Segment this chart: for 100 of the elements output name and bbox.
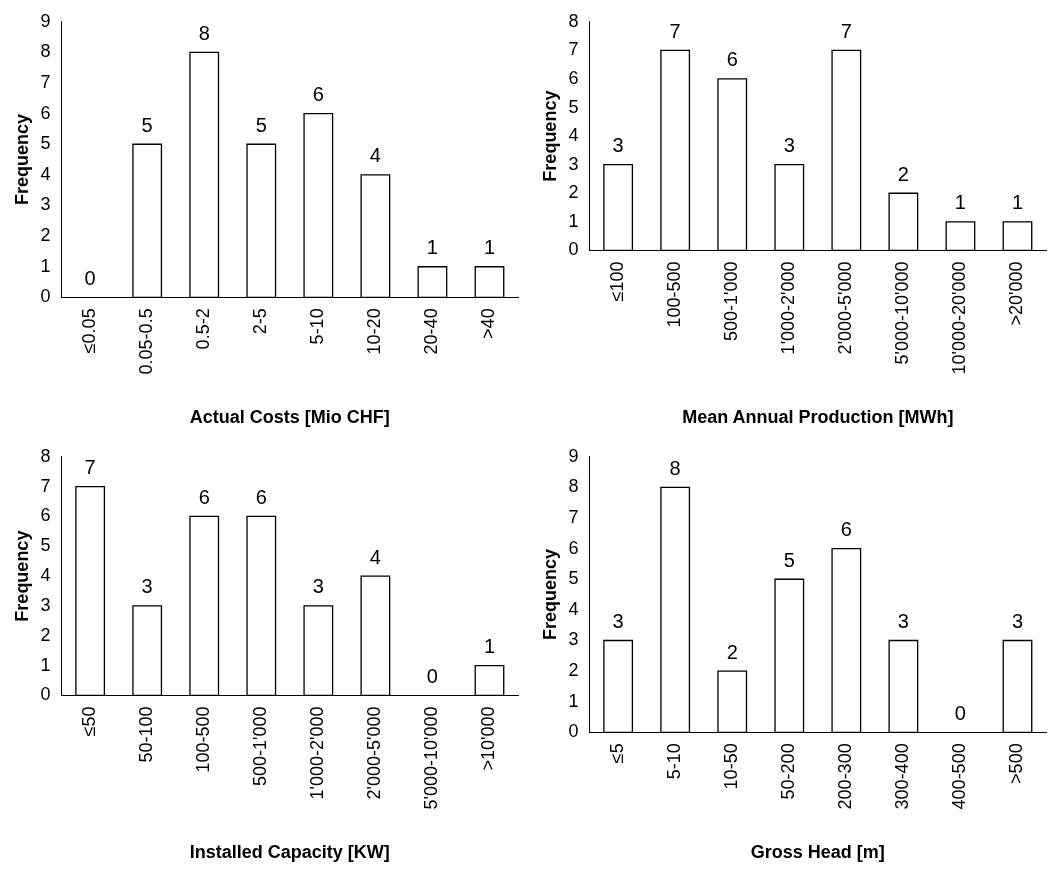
data-label: 5 bbox=[255, 113, 267, 136]
x-tick-label: 400-500 bbox=[949, 743, 970, 810]
y-tick-label: 8 bbox=[568, 10, 579, 31]
x-axis-title: Mean Annual Production [MWh] bbox=[682, 407, 954, 428]
y-tick-label: 8 bbox=[40, 445, 51, 466]
y-tick-label: 7 bbox=[40, 475, 51, 496]
y-tick-label: 1 bbox=[40, 654, 51, 675]
y-tick-label: 2 bbox=[568, 660, 579, 681]
y-tick-label: 1 bbox=[40, 255, 51, 276]
x-axis-title: Actual Costs [Mio CHF] bbox=[189, 407, 390, 428]
data-label: 6 bbox=[312, 83, 324, 106]
data-label: 6 bbox=[198, 485, 210, 508]
x-tick-label: 2'000-5'000 bbox=[835, 261, 856, 355]
x-axis-title: Installed Capacity [KW] bbox=[189, 842, 390, 863]
data-label: 0 bbox=[84, 266, 96, 289]
y-tick-label: 6 bbox=[568, 67, 579, 88]
x-tick-label: 10-50 bbox=[721, 743, 742, 790]
data-label: 3 bbox=[897, 610, 909, 633]
data-label: 7 bbox=[840, 19, 852, 42]
data-label: 8 bbox=[198, 21, 210, 44]
y-tick-label: 4 bbox=[568, 598, 579, 619]
data-label: 3 bbox=[783, 134, 795, 157]
y-axis-title: Frequency bbox=[11, 114, 32, 206]
x-tick-label: >40 bbox=[478, 308, 499, 339]
data-label: 2 bbox=[726, 640, 738, 663]
x-tick-label: 500-1'000 bbox=[721, 261, 742, 341]
data-label: 5 bbox=[141, 113, 153, 136]
y-axis-title: Frequency bbox=[539, 549, 560, 641]
data-label: 3 bbox=[141, 575, 153, 598]
x-axis-title: Gross Head [m] bbox=[750, 842, 885, 863]
x-tick-label: >500 bbox=[1006, 743, 1027, 784]
data-label: 0 bbox=[954, 701, 966, 724]
y-tick-label: 9 bbox=[568, 445, 579, 466]
data-label: 3 bbox=[312, 575, 324, 598]
y-tick-label: 2 bbox=[568, 182, 579, 203]
x-tick-label: 200-300 bbox=[835, 743, 856, 810]
y-axis-title: Frequency bbox=[539, 90, 560, 182]
x-tick-label: 50-200 bbox=[778, 743, 799, 800]
data-label: 6 bbox=[255, 485, 267, 508]
y-tick-label: 3 bbox=[40, 194, 51, 215]
x-tick-label: 5-10 bbox=[307, 308, 328, 345]
data-label: 1 bbox=[954, 191, 966, 214]
y-tick-label: 0 bbox=[568, 721, 579, 742]
y-tick-label: 2 bbox=[40, 624, 51, 645]
x-tick-label: 50-100 bbox=[136, 706, 157, 763]
x-tick-label: 20-40 bbox=[421, 308, 442, 355]
x-tick-label: 5-10 bbox=[664, 743, 685, 780]
data-label: 3 bbox=[1011, 610, 1024, 633]
y-tick-label: 0 bbox=[40, 684, 51, 705]
data-label: 4 bbox=[369, 144, 381, 167]
y-tick-label: 0 bbox=[568, 239, 579, 260]
y-axis-title: Frequency bbox=[11, 530, 32, 622]
y-tick-label: 6 bbox=[568, 537, 579, 558]
data-label: 7 bbox=[669, 19, 681, 42]
y-tick-label: 7 bbox=[568, 507, 579, 527]
data-label: 5 bbox=[783, 548, 795, 571]
data-label: 1 bbox=[483, 236, 496, 259]
data-label: 8 bbox=[669, 456, 681, 479]
y-tick-label: 3 bbox=[568, 629, 579, 650]
y-tick-label: 5 bbox=[568, 568, 579, 589]
data-label: 3 bbox=[612, 610, 624, 633]
data-label: 1 bbox=[483, 635, 496, 658]
x-tick-label: 2-5 bbox=[250, 308, 271, 335]
y-tick-label: 1 bbox=[568, 210, 579, 231]
y-tick-label: 5 bbox=[40, 535, 51, 556]
data-label: 6 bbox=[840, 518, 852, 541]
data-label: 2 bbox=[897, 162, 909, 185]
y-tick-label: 3 bbox=[40, 594, 51, 615]
x-tick-label: 0.05-0.5 bbox=[136, 308, 157, 375]
x-tick-label: 1'000-2'000 bbox=[307, 706, 328, 800]
x-tick-label: ≤100 bbox=[607, 261, 628, 302]
y-tick-label: 3 bbox=[568, 153, 579, 174]
y-tick-label: 7 bbox=[40, 72, 51, 92]
y-tick-label: 7 bbox=[568, 39, 579, 60]
y-tick-label: 8 bbox=[568, 476, 579, 497]
data-label: 4 bbox=[369, 545, 381, 568]
y-tick-label: 8 bbox=[40, 41, 51, 62]
y-tick-label: 5 bbox=[568, 96, 579, 117]
y-tick-label: 6 bbox=[40, 505, 51, 526]
x-tick-label: ≤0.05 bbox=[79, 308, 100, 354]
x-tick-label: 5'000-10'000 bbox=[421, 706, 442, 810]
x-tick-label: ≤5 bbox=[607, 743, 628, 764]
x-tick-label: 100-500 bbox=[664, 261, 685, 328]
x-tick-label: >20'000 bbox=[1006, 261, 1027, 326]
y-tick-label: 0 bbox=[40, 286, 51, 307]
data-label: 0 bbox=[426, 664, 438, 687]
x-tick-label: 0.5-2 bbox=[193, 308, 214, 350]
y-tick-label: 2 bbox=[40, 225, 51, 246]
data-label: 1 bbox=[426, 236, 438, 259]
y-tick-label: 9 bbox=[40, 10, 51, 31]
x-tick-label: 500-1'000 bbox=[250, 706, 271, 786]
y-tick-label: 5 bbox=[40, 133, 51, 154]
data-label: 1 bbox=[1011, 191, 1024, 214]
data-label: 6 bbox=[726, 48, 738, 71]
y-tick-label: 4 bbox=[40, 565, 51, 586]
y-tick-label: 1 bbox=[568, 690, 579, 711]
x-tick-label: 2'000-5'000 bbox=[364, 706, 385, 800]
x-tick-label: 300-400 bbox=[892, 743, 913, 810]
y-tick-label: 6 bbox=[40, 102, 51, 123]
x-tick-label: 1'000-2'000 bbox=[778, 261, 799, 355]
